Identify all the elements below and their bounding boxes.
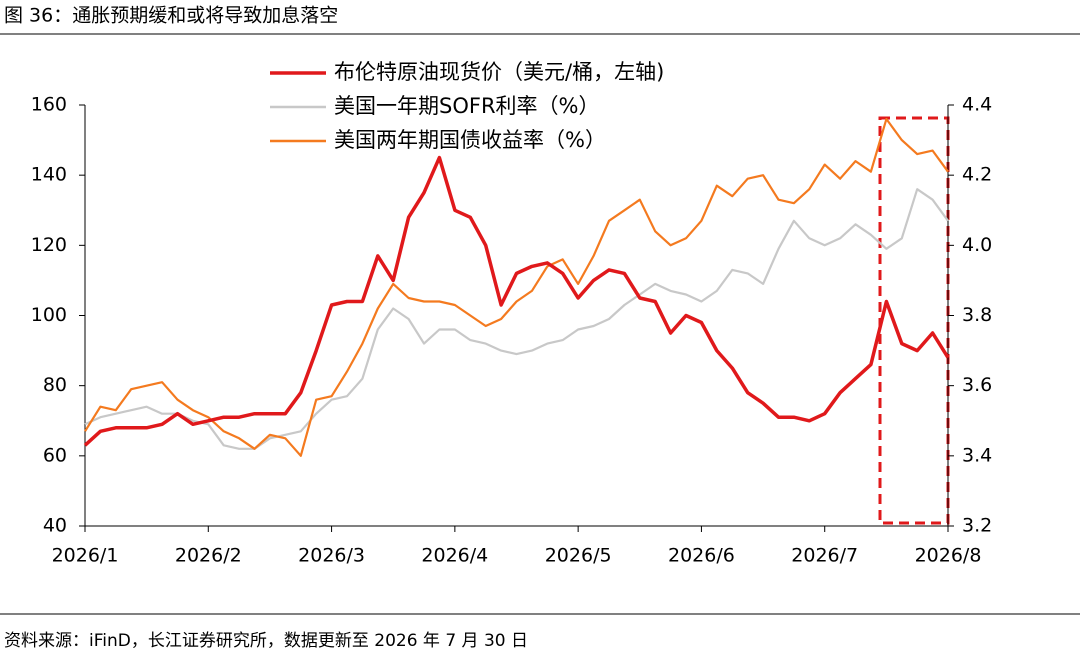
x-tick-label: 2026/7 [791,545,858,567]
y-tick-label: 120 [31,234,67,256]
legend-label: 美国两年期国债收益率（%） [334,128,606,152]
series-line [83,155,950,447]
x-tick-label: 2026/1 [52,545,119,567]
x-tick-label: 2026/6 [668,545,735,567]
y-tick-label: 100 [31,304,67,326]
y2-tick-label: 4.4 [962,94,992,116]
y2-tick-label: 3.6 [962,374,992,396]
x-tick-label: 2026/3 [298,545,365,567]
y-tick-label: 60 [43,444,67,466]
x-tick-label: 2026/2 [175,545,242,567]
y2-tick-label: 3.2 [962,515,992,537]
y2-tick-label: 3.8 [962,304,992,326]
legend-label: 美国一年期SOFR利率（%） [334,94,599,118]
y-tick-label: 160 [31,94,67,116]
chart-title: 图 36：通胀预期缓和或将导致加息落空 [4,5,338,27]
legend-label: 布伦特原油现货价（美元/桶，左轴) [334,60,664,84]
x-tick-label: 2026/5 [545,545,612,567]
series-line [84,117,949,457]
y2-tick-label: 3.4 [962,444,992,466]
series-line [84,188,949,450]
y2-tick-label: 4.0 [962,234,992,256]
highlight-box [878,116,950,525]
y-tick-label: 40 [43,515,67,537]
source-note: 资料来源：iFinD，长江证券研究所，数据更新至 2026 年 7 月 30 日 [4,631,528,651]
y-tick-label: 80 [43,374,67,396]
x-tick-label: 2026/4 [421,545,488,567]
y2-tick-label: 4.2 [962,164,992,186]
x-tick-label: 2026/8 [915,545,982,567]
y-tick-label: 140 [31,164,67,186]
